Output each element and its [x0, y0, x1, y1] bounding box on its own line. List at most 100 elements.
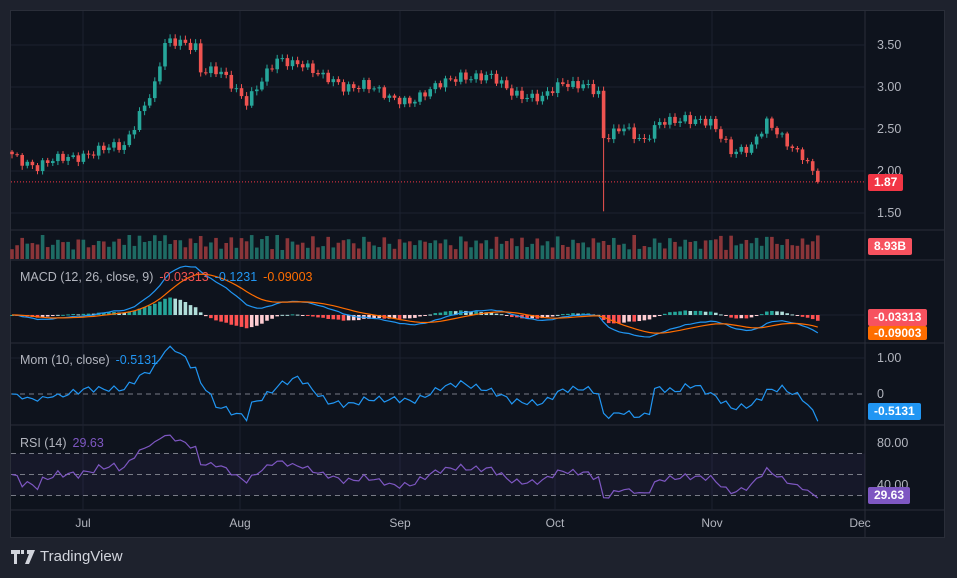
volume-bar	[601, 240, 606, 259]
candle-body	[433, 83, 438, 90]
candle-body	[525, 97, 529, 100]
candle-body	[474, 73, 478, 80]
candle-body	[290, 60, 295, 67]
macd-histogram-bar	[290, 314, 295, 316]
candle-body	[714, 118, 718, 130]
chart-frame[interactable]	[10, 10, 945, 538]
volume-bar	[606, 244, 611, 259]
volume-bar	[724, 249, 728, 259]
volume-bar	[698, 248, 703, 259]
candle-body	[71, 155, 75, 157]
price-tick-label: 2.50	[877, 122, 901, 136]
candle-body	[591, 84, 596, 95]
x-tick-label: Dec	[849, 516, 870, 530]
price-tick-label: 3.00	[877, 80, 901, 94]
macd-histogram-bar	[341, 315, 346, 321]
macd-histogram-bar	[107, 312, 111, 315]
volume-bar	[499, 243, 504, 259]
volume-bar	[550, 247, 555, 259]
volume-bar	[265, 236, 269, 259]
volume-bar	[183, 247, 188, 259]
candle-body	[729, 139, 733, 155]
macd-histogram-bar	[545, 315, 550, 318]
volume-bar	[15, 245, 19, 259]
candle-body	[142, 105, 147, 112]
macd-histogram-bar	[153, 303, 157, 315]
candle-body	[270, 68, 274, 70]
volume-bar	[418, 240, 422, 259]
volume-bar	[173, 240, 177, 259]
candle-body	[219, 71, 223, 75]
candle-body	[469, 79, 473, 81]
candle-body	[45, 160, 50, 164]
rsi-legend: RSI (14) 29.63	[20, 436, 110, 450]
macd-hist-tag: -0.03313	[868, 309, 928, 326]
candle-body	[443, 78, 448, 88]
volume-bar	[719, 235, 723, 259]
x-tick-label: Sep	[389, 516, 411, 530]
candle-body	[132, 129, 137, 135]
candle-body	[321, 72, 325, 75]
volume-bar	[489, 248, 494, 259]
volume-bar	[275, 235, 279, 259]
volume-bar	[739, 243, 744, 259]
candle-body	[112, 142, 116, 148]
macd-histogram-bar	[433, 313, 438, 315]
volume-bar	[214, 237, 218, 259]
tradingview-logo[interactable]: TradingView	[11, 548, 123, 565]
macd-line	[11, 265, 819, 338]
volume-bar	[76, 239, 81, 259]
x-tick-label: Nov	[701, 516, 722, 530]
macd-histogram-bar	[810, 315, 815, 320]
volume-bar	[402, 242, 407, 259]
candle-body	[357, 88, 361, 90]
volume-bar	[678, 246, 682, 259]
macd-histogram-bar	[499, 314, 504, 316]
macd-histogram-bar	[76, 314, 81, 316]
rsi-tag: 29.63	[868, 487, 911, 504]
macd-histogram-bar	[234, 315, 239, 326]
candle-body	[734, 151, 738, 155]
macd-histogram-bar	[555, 314, 560, 316]
volume-bar	[581, 242, 585, 259]
volume-bar	[540, 245, 545, 259]
volume-bar	[25, 243, 30, 259]
candle-body	[275, 58, 279, 70]
macd-histogram-bar	[127, 311, 132, 315]
volume-bar	[372, 245, 376, 259]
volume-bar	[469, 247, 473, 259]
candle-body	[637, 138, 642, 140]
candle-body	[382, 87, 387, 98]
volume-bar	[510, 238, 514, 259]
volume-bar	[357, 248, 361, 259]
macd-histogram-bar	[331, 315, 336, 320]
candle-body	[438, 83, 443, 88]
macd-histogram-bar	[86, 313, 91, 315]
volume-bar	[300, 242, 305, 259]
candle-body	[326, 72, 330, 83]
candle-body	[703, 118, 708, 126]
volume-bar	[260, 239, 264, 259]
macd-histogram-bar	[91, 313, 96, 315]
candle-body	[494, 73, 499, 84]
macd-histogram-bar	[56, 314, 60, 316]
price-tick-label: 3.50	[877, 38, 901, 52]
macd-histogram-bar	[785, 313, 789, 315]
candle-body	[657, 122, 662, 126]
macd-histogram-bar	[647, 315, 652, 320]
macd-histogram-bar	[45, 315, 50, 317]
macd-histogram-bar	[576, 313, 580, 315]
candle-body	[178, 39, 183, 46]
volume-bar	[632, 235, 636, 259]
volume-bar	[459, 236, 463, 259]
macd-histogram-bar	[229, 315, 234, 325]
volume-bar	[453, 249, 458, 259]
candle-body	[535, 93, 540, 102]
macd-histogram-bar	[683, 310, 687, 315]
candle-body	[688, 115, 693, 125]
volume-bar	[775, 243, 779, 259]
volume-bar	[91, 245, 96, 259]
volume-bar	[566, 246, 570, 259]
candle-body	[127, 134, 132, 146]
